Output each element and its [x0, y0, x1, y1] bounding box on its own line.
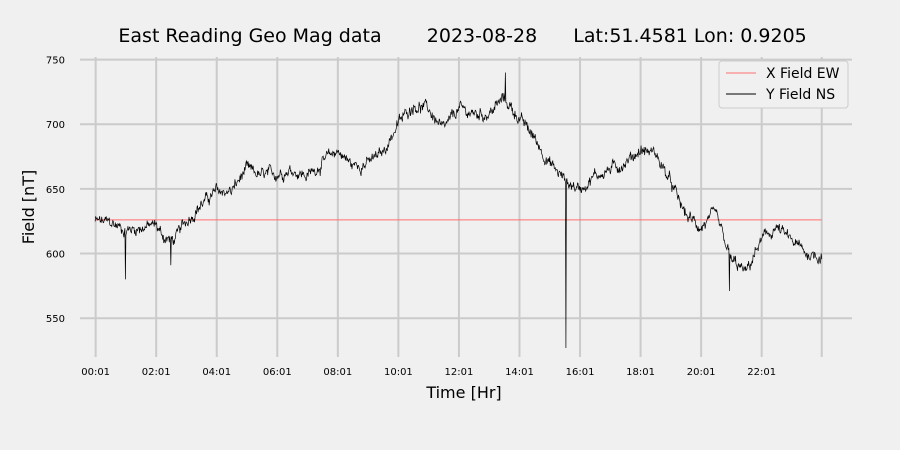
y-tick-label: 750 — [46, 56, 65, 67]
x-tick-label: 06:01 — [263, 367, 292, 378]
x-tick-label: 18:01 — [626, 367, 655, 378]
x-tick-label: 14:01 — [505, 367, 534, 378]
x-tick-label: 10:01 — [384, 367, 413, 378]
series-line-y-field — [94, 72, 823, 348]
x-tick-label: 20:01 — [687, 367, 716, 378]
legend-label-y-field: Y Field NS — [765, 87, 835, 103]
y-tick-label: 700 — [46, 120, 65, 131]
legend-label-x-field: X Field EW — [766, 66, 840, 82]
y-tick-label: 600 — [46, 250, 65, 261]
x-tick-label: 00:01 — [81, 367, 110, 378]
chart-title-location: Lat:51.4581 Lon: 0.9205 — [573, 25, 807, 47]
y-axis-label: Field [nT] — [19, 170, 38, 244]
chart-title: East Reading Geo Mag data 2023-08-28 Lat… — [118, 25, 806, 47]
x-axis-ticks: 00:01 02:01 04:01 06:01 08:01 10:01 12:01 14:01… — [81, 367, 776, 378]
x-tick-label: 16:01 — [566, 367, 595, 378]
x-tick-label: 02:01 — [142, 367, 171, 378]
x-tick-label: 08:01 — [323, 367, 352, 378]
y-tick-label: 650 — [46, 185, 65, 196]
legend: X Field EW Y Field NS — [718, 60, 849, 109]
grid — [80, 57, 852, 357]
chart-title-name: East Reading Geo Mag data — [118, 25, 381, 47]
x-axis-label: Time [Hr] — [425, 383, 501, 402]
x-tick-label: 12:01 — [445, 367, 474, 378]
chart-title-date: 2023-08-28 — [427, 25, 537, 47]
series-layer — [94, 72, 823, 348]
x-tick-label: 04:01 — [202, 367, 231, 378]
y-tick-label: 550 — [46, 314, 65, 325]
x-tick-label: 22:01 — [747, 367, 776, 378]
y-axis-ticks: 550 600 650 700 750 — [46, 56, 65, 326]
